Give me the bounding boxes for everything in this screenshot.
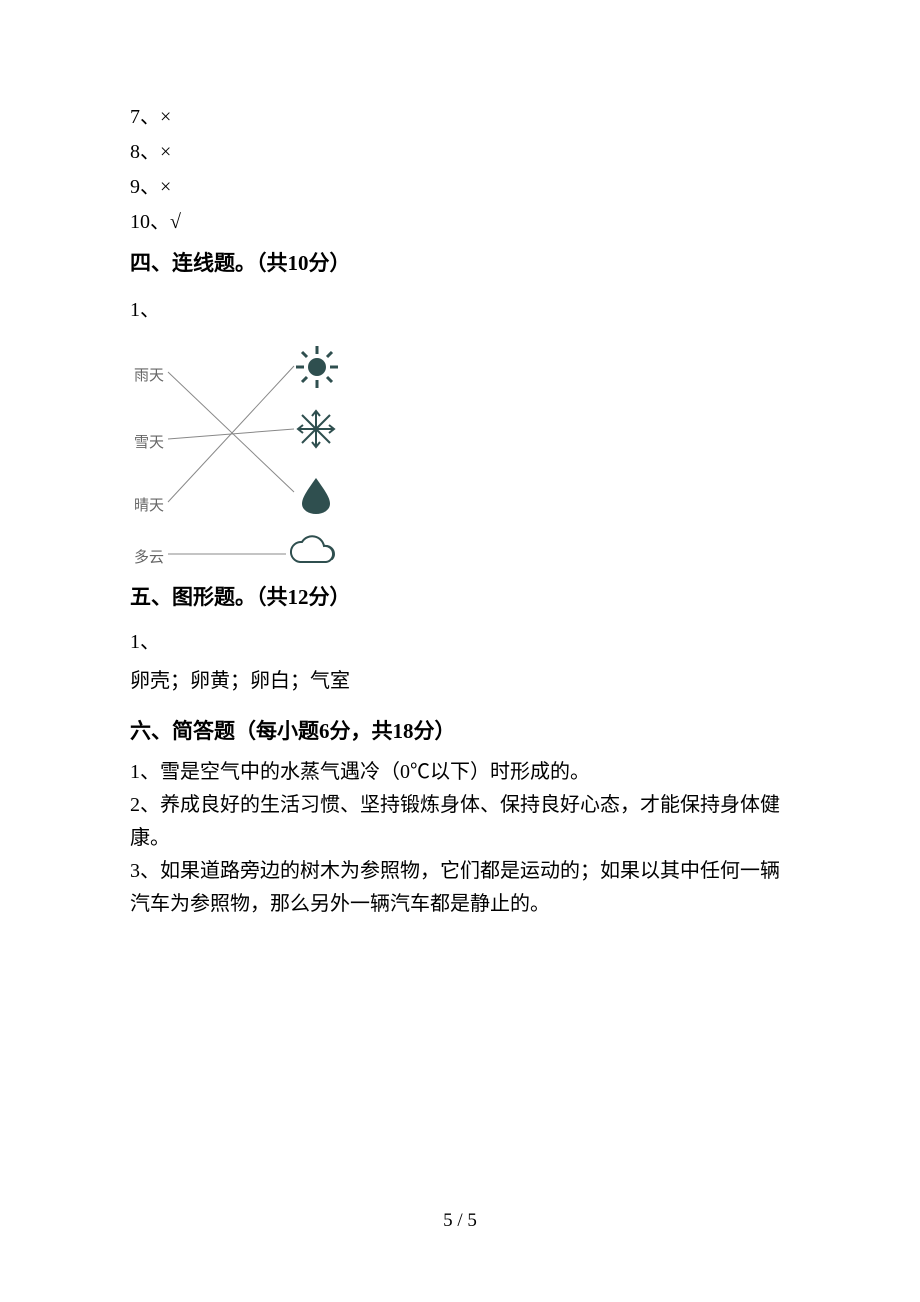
tf-answer-9: 9、× <box>130 170 790 205</box>
section-4-q1-number: 1、 <box>130 290 790 330</box>
section-4-heading: 四、连线题。（共10分） <box>130 244 790 284</box>
section-5-answer-1: 卵壳；卵黄；卵白；气室 <box>130 665 790 698</box>
tf-answer-10: 10、√ <box>130 205 790 240</box>
section-6-answer-2: 2、养成良好的生活习惯、坚持锻炼身体、保持良好心态，才能保持身体健康。 <box>130 789 790 855</box>
section-5-heading: 五、图形题。（共12分） <box>130 578 790 618</box>
section-6-heading: 六、简答题（每小题6分，共18分） <box>130 712 790 752</box>
section-6-answer-1: 1、雪是空气中的水蒸气遇冷（0℃以下）时形成的。 <box>130 756 790 789</box>
cloud-icon <box>286 532 342 577</box>
section-6-answer-3: 3、如果道路旁边的树木为参照物，它们都是运动的；如果以其中任何一辆汽车为参照物，… <box>130 855 790 921</box>
snowflake-icon <box>296 409 336 454</box>
document-page: 7、× 8、× 9、× 10、√ 四、连线题。（共10分） 1、 雨天 雪天 晴… <box>0 0 920 921</box>
label-cloudy: 多云 <box>134 546 164 567</box>
sun-icon <box>296 346 338 393</box>
label-snow: 雪天 <box>134 431 164 452</box>
label-sunny: 晴天 <box>134 494 164 515</box>
tf-answer-8: 8、× <box>130 135 790 170</box>
matching-diagram: 雨天 雪天 晴天 多云 <box>126 334 346 574</box>
section-5-q1-number: 1、 <box>130 626 790 659</box>
label-rain: 雨天 <box>134 364 164 385</box>
tf-answer-7: 7、× <box>130 100 790 135</box>
raindrop-icon <box>296 474 336 519</box>
page-footer: 5 / 5 <box>0 1210 920 1232</box>
